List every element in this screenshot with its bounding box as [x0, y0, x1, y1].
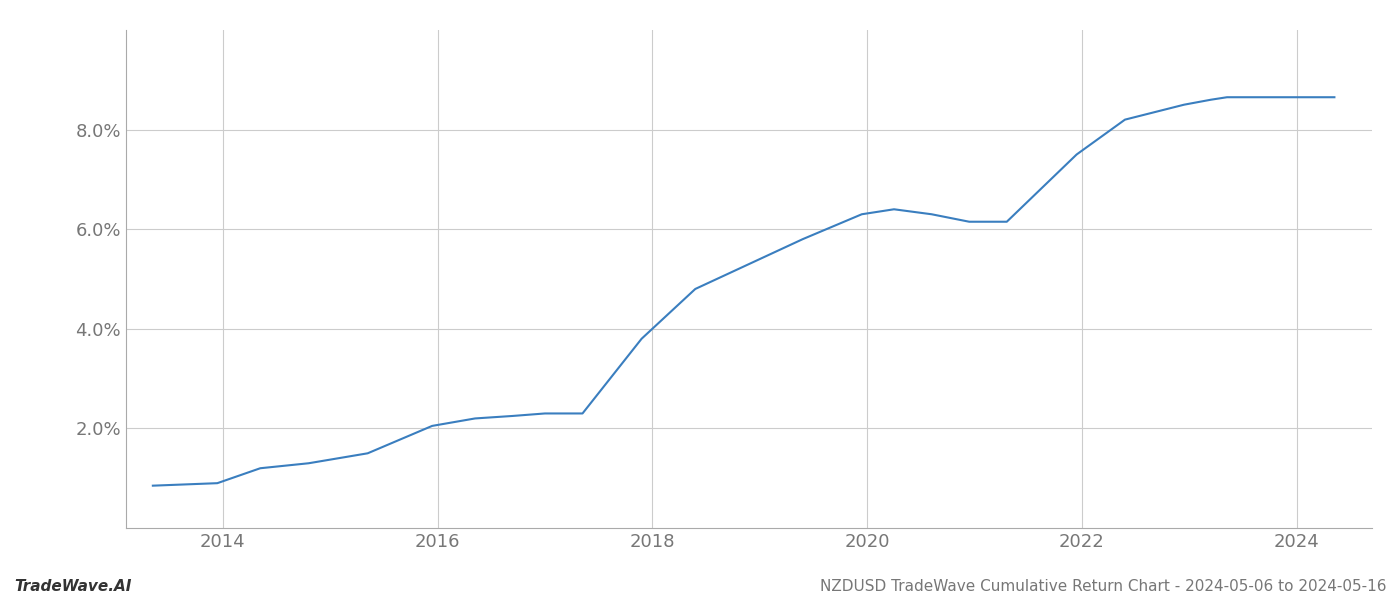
Text: NZDUSD TradeWave Cumulative Return Chart - 2024-05-06 to 2024-05-16: NZDUSD TradeWave Cumulative Return Chart… [819, 579, 1386, 594]
Text: TradeWave.AI: TradeWave.AI [14, 579, 132, 594]
